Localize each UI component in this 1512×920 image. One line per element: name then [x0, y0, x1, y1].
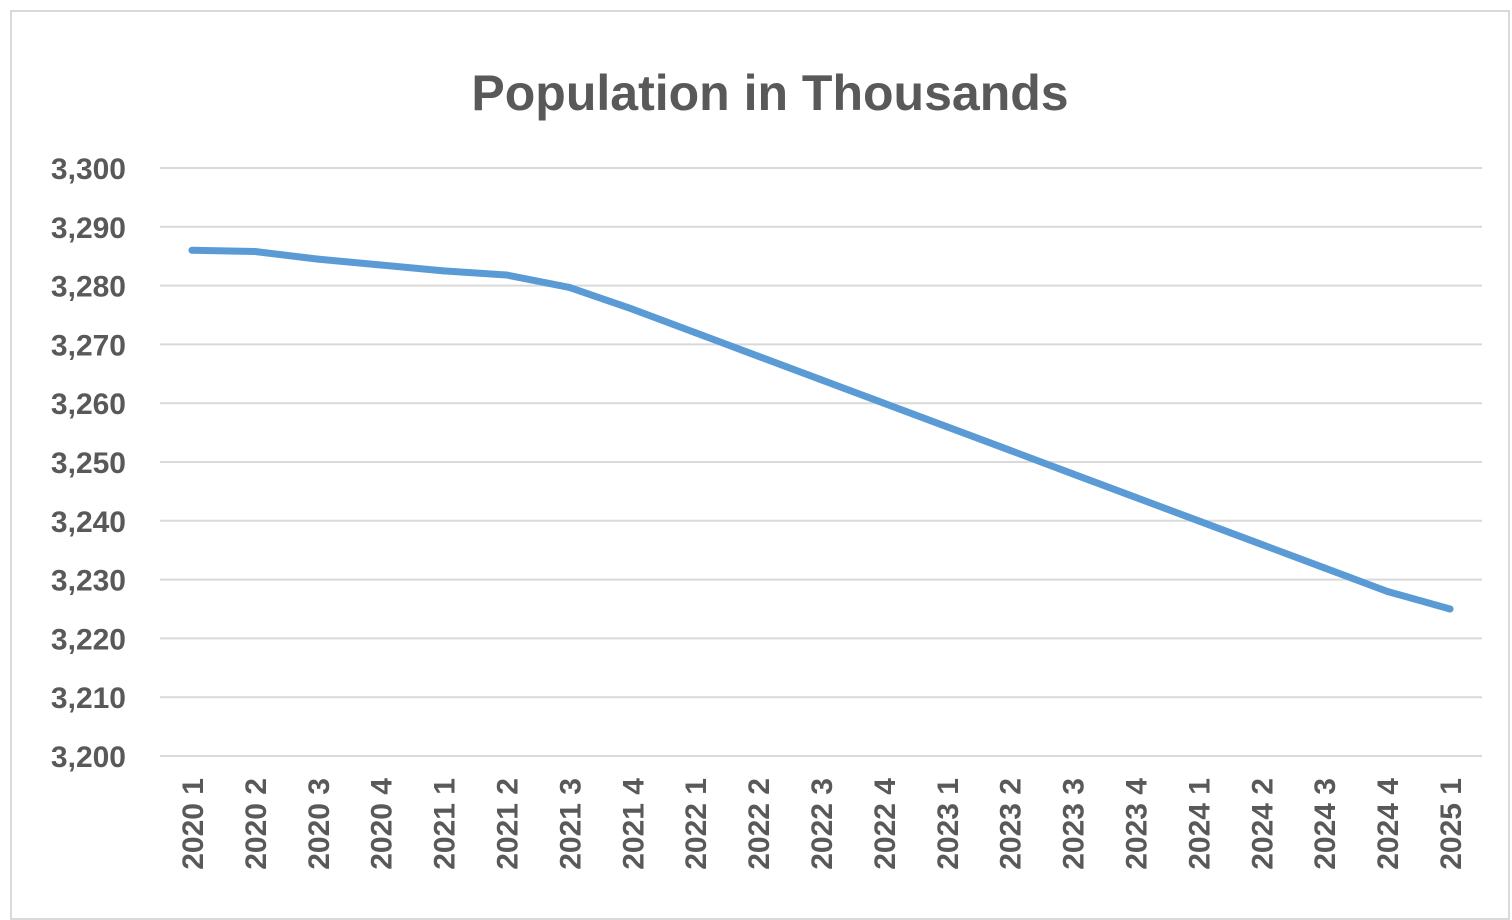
data-point	[1006, 446, 1014, 454]
x-tick-label: 2023 4	[1121, 778, 1154, 870]
data-point	[1383, 587, 1391, 595]
data-point	[565, 283, 573, 291]
gridlines	[160, 167, 1482, 757]
x-tick-label: 2022 3	[806, 778, 839, 870]
y-tick-label: 3,230	[51, 565, 126, 598]
line-chart: Population in Thousands 3,3003,2903,2803…	[51, 65, 1482, 870]
x-tick-label: 2023 3	[1058, 778, 1091, 870]
data-point	[1069, 470, 1077, 478]
data-point	[440, 267, 448, 275]
y-tick-label: 3,220	[51, 623, 126, 656]
data-point	[880, 399, 888, 407]
x-tick-label: 2021 3	[554, 778, 587, 870]
x-tick-label: 2020 4	[366, 778, 399, 870]
y-tick-label: 3,290	[51, 212, 126, 245]
x-axis: 2020 1 2020 2 2020 3 2020 4 2021 1 2021 2 2021…	[177, 778, 1468, 870]
y-tick-label: 3,270	[51, 329, 126, 362]
x-tick-label: 2024 3	[1309, 778, 1342, 870]
y-tick-label: 3,280	[51, 271, 126, 304]
data-point	[1257, 540, 1265, 548]
x-tick-label: 2020 2	[240, 778, 273, 870]
y-tick-label: 3,200	[51, 741, 126, 774]
x-tick-label: 2024 4	[1372, 778, 1405, 870]
data-point	[1446, 605, 1454, 613]
x-tick-label: 2022 4	[869, 778, 902, 870]
x-tick-label: 2023 2	[995, 778, 1028, 870]
x-tick-label: 2021 2	[492, 778, 525, 870]
x-tick-label: 2025 1	[1435, 778, 1468, 870]
data-point	[377, 261, 385, 269]
data-point	[754, 352, 762, 360]
data-point	[1320, 564, 1328, 572]
x-tick-label: 2021 1	[429, 778, 462, 870]
y-tick-label: 3,250	[51, 447, 126, 480]
x-tick-label: 2022 1	[680, 778, 713, 870]
y-tick-label: 3,300	[51, 153, 126, 186]
data-point	[1194, 517, 1202, 525]
series-layer	[188, 246, 1454, 613]
data-point	[943, 423, 951, 431]
x-tick-label: 2020 1	[177, 778, 210, 870]
data-point	[1132, 493, 1139, 501]
y-axis: 3,300 3,290 3,280 3,270 3,260 3,250 3,240 3,230…	[51, 153, 126, 774]
data-point	[503, 271, 510, 279]
x-tick-label: 2022 2	[743, 778, 776, 870]
data-point	[251, 247, 259, 255]
series-line	[188, 246, 1454, 613]
x-tick-label: 2020 3	[303, 778, 336, 870]
data-point	[691, 329, 699, 337]
chart-title: Population in Thousands	[471, 65, 1068, 121]
data-point	[628, 305, 636, 313]
chart-frame: Population in Thousands 3,300 3,290 3,280 3…	[10, 10, 1510, 920]
data-point	[188, 246, 196, 254]
data-point	[314, 255, 322, 263]
x-tick-label: 2024 2	[1246, 778, 1279, 870]
y-tick-label: 3,240	[51, 506, 126, 539]
y-tick-label: 3,260	[51, 388, 126, 421]
x-tick-label: 2021 4	[617, 778, 650, 870]
x-tick-label: 2023 1	[932, 778, 965, 870]
x-tick-label: 2024 1	[1183, 778, 1216, 870]
y-tick-label: 3,210	[51, 682, 126, 715]
data-point	[817, 376, 825, 384]
